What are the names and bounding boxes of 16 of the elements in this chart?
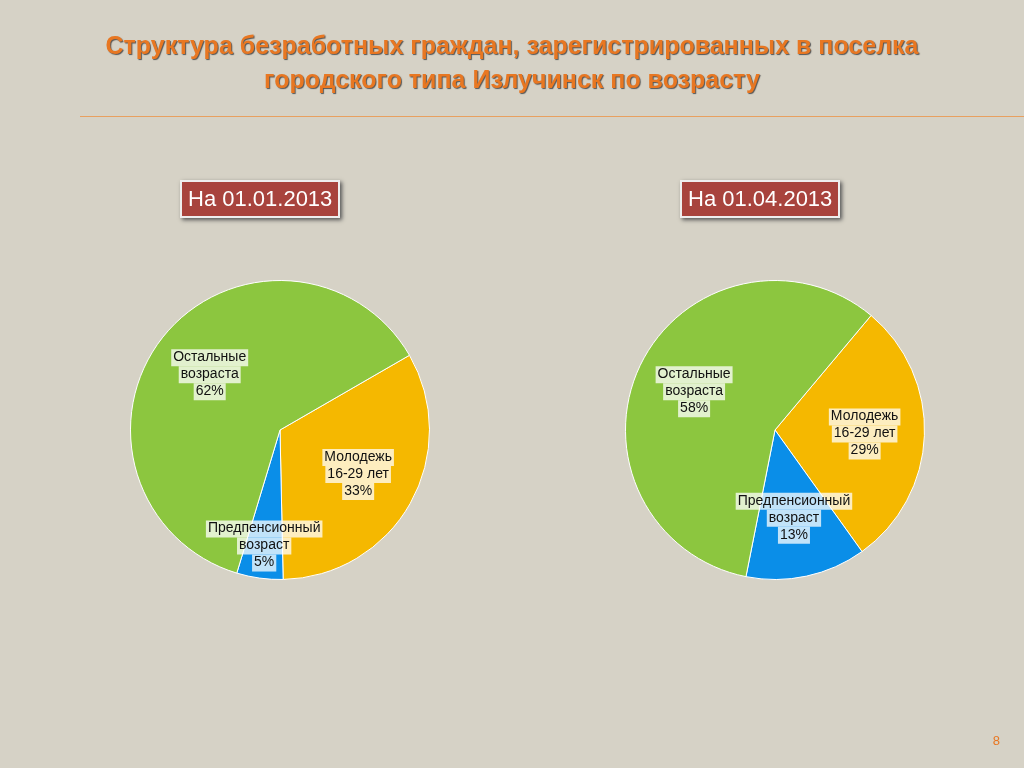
- slice-label: Остальные возраста: [657, 365, 731, 399]
- slice-label: Предпенсионный возраст: [207, 519, 321, 553]
- chart-subtitle: На 01.01.2013: [180, 180, 341, 218]
- slice-label: Остальные возраста: [173, 348, 247, 382]
- data-label: 33%: [344, 481, 373, 498]
- data-label: 29%: [850, 441, 879, 458]
- data-label: 58%: [680, 399, 709, 416]
- chart-subtitle: На 01.04.2013: [680, 180, 841, 218]
- text: Структура безработных граждан, зарегистрированных в поселка городского типа Излучинск по возрасту: [104, 30, 920, 95]
- slice-label: Молодежь 16-29 лет: [830, 407, 899, 441]
- data-label: 5%: [254, 553, 275, 570]
- slice-label: Молодежь 16-29 лет: [324, 447, 392, 481]
- data-label: 13%: [779, 525, 808, 542]
- text: 8: [992, 733, 1000, 748]
- slice-label: Предпенсионный возраст: [737, 491, 851, 525]
- data-label: 62%: [195, 382, 224, 399]
